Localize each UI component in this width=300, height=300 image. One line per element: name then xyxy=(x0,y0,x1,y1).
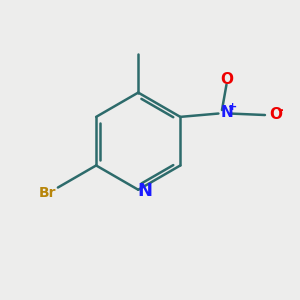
Text: O: O xyxy=(220,72,233,87)
Text: N: N xyxy=(220,105,233,120)
Text: Br: Br xyxy=(39,186,56,200)
Text: N: N xyxy=(137,182,152,200)
Text: +: + xyxy=(228,102,237,112)
Text: -: - xyxy=(278,103,284,117)
Text: O: O xyxy=(269,107,282,122)
